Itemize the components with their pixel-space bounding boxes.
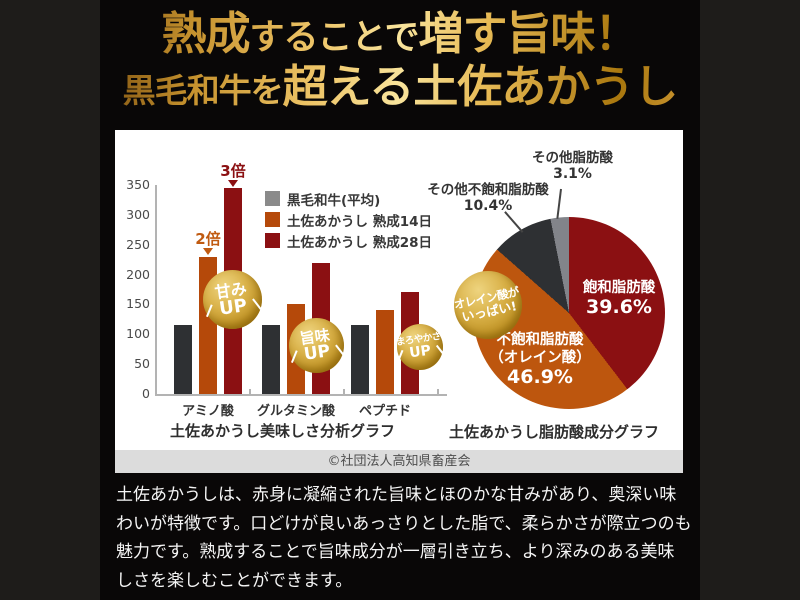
headline-line1-part-a: 熟成 [161, 7, 250, 60]
pie-label-saturated: 飽和脂肪酸 39.6% [558, 280, 680, 318]
headline-line1-part-b: することで [249, 17, 419, 58]
pie-label-other-unsaturated-pct: 10.4% [463, 198, 513, 214]
headline-line1: 熟成することで増す旨味！ [100, 8, 700, 64]
description-line: しさを楽しむことができます。 [116, 570, 353, 591]
pie-label-unsaturated-pct: 46.9% [507, 366, 573, 388]
headline-line2-part-b: 超える土佐あかうし [282, 60, 678, 113]
pie-label-unsaturated-name2: （オレイン酸） [489, 350, 591, 366]
pie-label-unsaturated: 不飽和脂肪酸 （オレイン酸） 46.9% [472, 331, 608, 387]
copyright-bar: ©社団法人高知県畜産会 [115, 450, 683, 473]
oleic-acid-badge: オレイン酸が いっぱい! [453, 271, 522, 339]
description-line: 魅力です。熟成することで旨味成分が一層引き立ち、より深みのある美味 [116, 542, 675, 562]
pie-label-unsaturated-name1: 不飽和脂肪酸 [496, 332, 584, 348]
pie-label-other-fat: その他脂肪酸 3.1% [505, 150, 640, 182]
pie-label-other-fat-pct: 3.1% [553, 166, 592, 182]
description-line: 土佐あかうしは、赤身に凝縮された旨味とほのかな甘みがあり、奥深い味 [116, 485, 677, 505]
pie-label-saturated-name: 飽和脂肪酸 [582, 280, 656, 296]
headline-line2-part-a: 黒毛和牛を [122, 71, 283, 110]
pie-label-other-unsaturated-name: その他不飽和脂肪酸 [427, 182, 549, 198]
description-text: 土佐あかうしは、赤身に凝縮された旨味とほのかな甘みがあり、奥深い味 わいが特徴で… [116, 481, 692, 595]
headline-line2: 黒毛和牛を超える土佐あかうし [100, 60, 700, 118]
pie-label-saturated-pct: 39.6% [586, 296, 652, 318]
pie-label-other-unsaturated: その他不飽和脂肪酸 10.4% [408, 182, 568, 214]
description-line: わいが特徴です。口どけが良いあっさりとした脂で、柔らかさが際立つのも [116, 513, 692, 534]
pie-label-other-fat-name: その他脂肪酸 [532, 150, 613, 166]
pie-chart-title: 土佐あかうし脂肪酸成分グラフ [448, 423, 659, 441]
headline-line1-part-c: 増す旨味！ [418, 7, 639, 60]
